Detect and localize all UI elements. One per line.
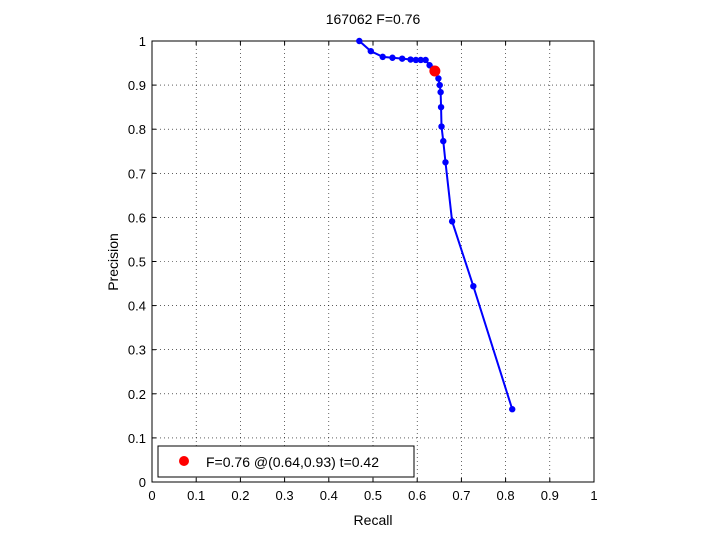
data-point xyxy=(417,56,424,64)
y-tick-label: 0 xyxy=(139,475,146,490)
y-tick-label: 1 xyxy=(139,34,146,49)
y-tick-label: 0.7 xyxy=(128,166,146,181)
x-tick-label: 0.3 xyxy=(276,488,294,503)
chart-title: 167062 F=0.76 xyxy=(326,11,421,27)
series-group xyxy=(356,37,516,413)
y-axis-label: Precision xyxy=(105,233,121,291)
legend-box xyxy=(157,445,415,478)
data-point xyxy=(470,282,477,290)
data-point xyxy=(367,47,374,55)
data-point xyxy=(389,54,396,61)
highlight-group xyxy=(429,65,441,77)
x-tick-label: 0 xyxy=(148,488,155,503)
data-point xyxy=(437,88,444,96)
x-tick-label: 0.6 xyxy=(408,488,426,503)
y-tick-label: 0.3 xyxy=(128,343,146,358)
data-point xyxy=(509,406,516,413)
legend: F=0.76 @(0.64,0.93) t=0.42 xyxy=(157,445,415,478)
legend-label: F=0.76 @(0.64,0.93) t=0.42 xyxy=(206,454,379,470)
y-tick-label: 0.6 xyxy=(128,210,146,225)
y-tick-label: 0.5 xyxy=(128,255,146,270)
x-tick-label: 0.1 xyxy=(187,488,205,503)
data-point xyxy=(356,37,363,45)
y-tick-label: 0.2 xyxy=(128,387,146,402)
data-point xyxy=(435,75,442,82)
y-tick-labels: 0 0.1 0.2 0.3 0.4 0.5 0.6 0.7 0.8 0.9 1 xyxy=(128,34,146,490)
data-point xyxy=(379,53,386,61)
data-point xyxy=(448,218,456,225)
legend-marker xyxy=(179,456,189,466)
y-tick-label: 0.4 xyxy=(128,299,146,314)
y-tick-label: 0.9 xyxy=(128,78,146,93)
best-f-point xyxy=(429,65,441,77)
data-point xyxy=(398,55,406,62)
data-point xyxy=(442,159,449,166)
x-tick-label: 0.4 xyxy=(320,488,338,503)
data-point xyxy=(436,81,443,89)
grid-lines xyxy=(152,41,594,482)
data-point xyxy=(437,103,445,111)
x-tick-label: 0.2 xyxy=(231,488,249,503)
x-tick-label: 1 xyxy=(590,488,597,503)
x-tick-label: 0.8 xyxy=(497,488,515,503)
axis-ticks xyxy=(151,40,595,483)
x-tick-label: 0.9 xyxy=(541,488,559,503)
data-point xyxy=(422,56,429,64)
x-tick-labels: 0 0.1 0.2 0.3 0.4 0.5 0.6 0.7 0.8 0.9 1 xyxy=(148,488,597,503)
x-tick-label: 0.7 xyxy=(452,488,470,503)
data-point xyxy=(412,56,420,64)
series-line xyxy=(358,40,514,410)
y-tick-label: 0.1 xyxy=(128,431,146,446)
data-point xyxy=(440,137,447,145)
data-point xyxy=(407,56,414,63)
x-axis-label: Recall xyxy=(354,512,393,528)
y-tick-label: 0.8 xyxy=(128,122,146,137)
x-tick-label: 0.5 xyxy=(364,488,382,503)
data-point xyxy=(438,123,445,130)
